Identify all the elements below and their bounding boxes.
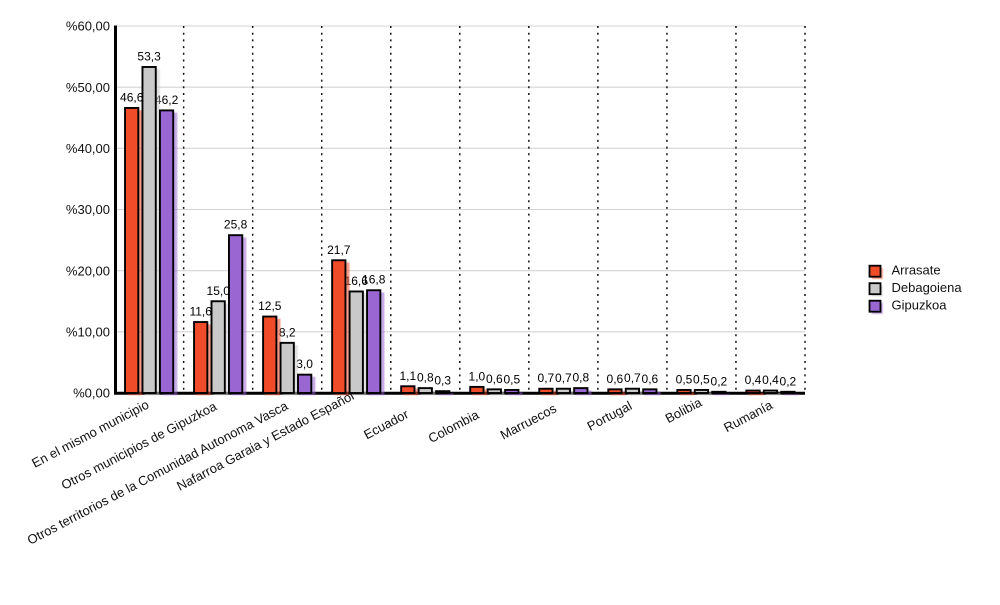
svg-text:3,0: 3,0	[296, 357, 313, 371]
svg-text:0,8: 0,8	[572, 371, 589, 385]
svg-text:%40,00: %40,00	[66, 141, 110, 156]
svg-text:%30,00: %30,00	[66, 202, 110, 217]
svg-text:53,3: 53,3	[137, 50, 161, 64]
svg-text:15,0: 15,0	[207, 284, 231, 298]
svg-text:0,7: 0,7	[624, 371, 641, 385]
svg-text:Arrasate: Arrasate	[892, 262, 941, 277]
svg-text:1,0: 1,0	[469, 369, 486, 383]
svg-text:0,5: 0,5	[676, 372, 693, 386]
svg-text:0,7: 0,7	[538, 371, 555, 385]
svg-text:Gipuzkoa: Gipuzkoa	[892, 297, 948, 312]
svg-text:%50,00: %50,00	[66, 80, 110, 95]
svg-text:0,6: 0,6	[642, 372, 659, 386]
svg-text:16,6: 16,6	[345, 274, 369, 288]
svg-text:12,5: 12,5	[258, 299, 282, 313]
svg-text:0,8: 0,8	[417, 371, 434, 385]
svg-text:25,8: 25,8	[224, 218, 248, 232]
svg-text:%0,00: %0,00	[73, 386, 110, 401]
svg-text:46,2: 46,2	[155, 93, 179, 107]
svg-text:0,2: 0,2	[780, 374, 797, 388]
svg-text:46,6: 46,6	[120, 91, 144, 105]
svg-text:0,5: 0,5	[503, 372, 520, 386]
svg-text:%60,00: %60,00	[66, 19, 110, 34]
svg-text:0,6: 0,6	[607, 372, 624, 386]
svg-text:%10,00: %10,00	[66, 325, 110, 340]
svg-text:0,3: 0,3	[434, 374, 451, 388]
svg-text:0,7: 0,7	[555, 371, 572, 385]
svg-text:11,6: 11,6	[189, 305, 212, 319]
svg-text:%20,00: %20,00	[66, 263, 110, 278]
svg-text:0,6: 0,6	[486, 372, 503, 386]
svg-text:0,2: 0,2	[711, 374, 728, 388]
svg-text:16,8: 16,8	[362, 273, 386, 287]
svg-text:0,5: 0,5	[693, 372, 710, 386]
svg-text:0,4: 0,4	[745, 373, 762, 387]
svg-text:8,2: 8,2	[279, 325, 296, 339]
svg-text:Debagoiena: Debagoiena	[892, 280, 963, 295]
svg-text:1,1: 1,1	[399, 369, 416, 383]
svg-text:0,4: 0,4	[762, 373, 779, 387]
svg-text:21,7: 21,7	[327, 243, 351, 257]
